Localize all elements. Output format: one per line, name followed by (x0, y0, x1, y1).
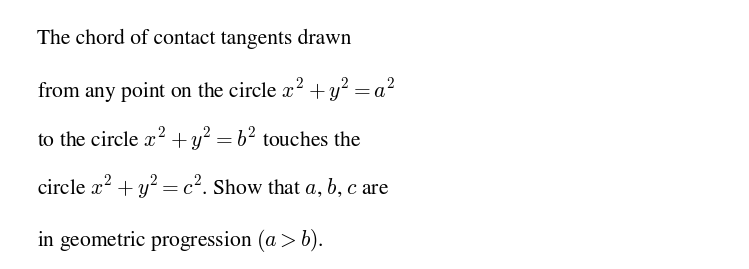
Text: in geometric progression $(a > b)$.: in geometric progression $(a > b)$. (37, 227, 324, 254)
Text: to the circle $x^2 + y^2 = b^2$ touches the: to the circle $x^2 + y^2 = b^2$ touches … (37, 125, 362, 153)
Text: from any point on the circle $x^2 + y^2 = a^2$: from any point on the circle $x^2 + y^2 … (37, 77, 396, 105)
Text: circle $x^2 + y^2 = c^2$. Show that $a$, $b$, $c$ are: circle $x^2 + y^2 = c^2$. Show that $a$,… (37, 174, 389, 201)
Text: The chord of contact tangents drawn: The chord of contact tangents drawn (37, 28, 352, 48)
